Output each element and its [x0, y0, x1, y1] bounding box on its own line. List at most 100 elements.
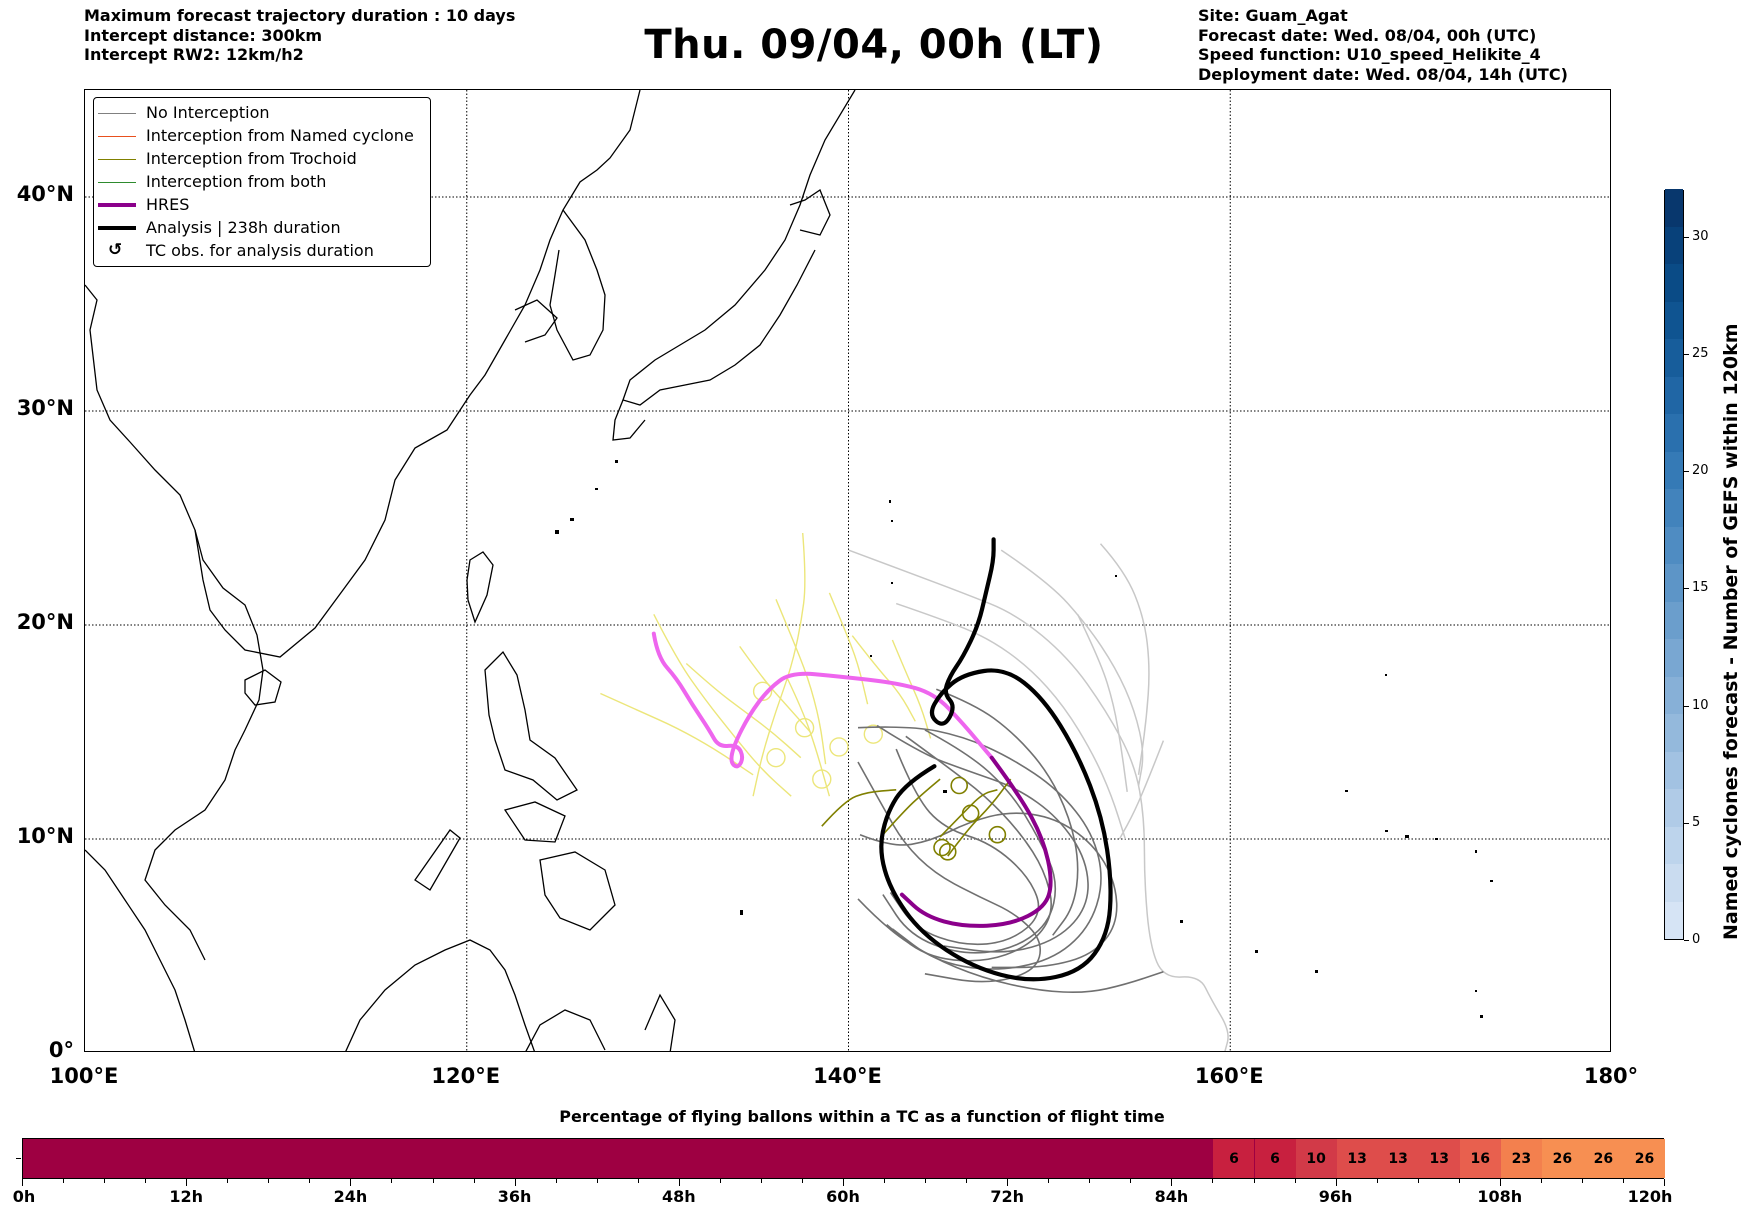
timeline-major-tick: [1664, 1179, 1665, 1186]
colorbar-segment: [1665, 488, 1683, 527]
colorbar-tick: [1684, 236, 1689, 238]
timeline-tick-label: 24h: [333, 1187, 368, 1206]
colorbar-tick-label: 25: [1692, 346, 1709, 362]
trajectory-line: [857, 726, 1102, 970]
timeline-major-tick: [678, 1179, 680, 1186]
trajectory-line: [752, 532, 806, 797]
lat-tick-label: 20°N: [16, 610, 74, 634]
header-right-info: Site: Guam_Agat Forecast date: Wed. 08/0…: [1198, 6, 1568, 84]
timeline-tick-label: 84h: [1154, 1187, 1189, 1206]
legend-item-named-cyclone: Interception from Named cyclone: [94, 125, 430, 148]
trajectory-line: [1118, 740, 1165, 840]
coast-sulawesi: [525, 1009, 606, 1051]
trajectory-line: [882, 729, 1057, 954]
island-bonin-2: [891, 520, 893, 522]
lon-tick-label: 140°E: [813, 1064, 882, 1088]
timeline-minor-tick: [637, 1179, 639, 1183]
colorbar-tick: [1684, 471, 1689, 473]
map-panel: [84, 89, 1611, 1052]
timeline-y-tick: [16, 1158, 21, 1159]
trajectory-line: [936, 688, 1079, 936]
tracks-no-interception-light: [848, 543, 1229, 1051]
trajectory-line: [876, 724, 1089, 953]
timeline-title: Percentage of flying ballons within a TC…: [559, 1107, 1165, 1126]
timeline-cell: 6: [1254, 1139, 1296, 1178]
trajectory-line: [600, 692, 754, 776]
legend-swatch: [98, 182, 136, 183]
trajectory-loop: [829, 737, 849, 757]
colorbar-tick: [1684, 940, 1689, 941]
hres-line: [899, 755, 1053, 928]
island-carolines-1: [1180, 920, 1183, 923]
timeline-cell: 6: [1213, 1139, 1255, 1178]
trajectory-loop: [812, 769, 832, 789]
colorbar-segment: [1665, 413, 1683, 452]
timeline-minor-tick: [1622, 1179, 1624, 1183]
timeline-minor-tick: [268, 1179, 270, 1183]
trajectory-line: [895, 602, 1127, 840]
timeline-major-tick: [843, 1179, 844, 1186]
legend-swatch: [98, 159, 136, 160]
colorbar-segment: [1665, 863, 1683, 902]
trajectory-line: [1000, 549, 1144, 786]
timeline-tick-label: 60h: [826, 1187, 860, 1206]
page-title: Thu. 09/04, 00h (LT): [644, 22, 1104, 68]
coast-malay: [85, 849, 196, 1051]
trajectory-line: [857, 898, 1164, 994]
colorbar-tick: [1684, 588, 1689, 590]
colorbar-segment: [1665, 713, 1683, 752]
timeline-minor-tick: [309, 1179, 311, 1183]
trajectory-loop: [938, 843, 957, 861]
timeline-minor-tick: [966, 1179, 968, 1183]
coast-japan: [622, 90, 856, 406]
colorbar-tick: [1684, 705, 1689, 707]
coast-kyushu: [612, 399, 646, 441]
trajectory-loop: [961, 804, 980, 823]
lat-tick-label: 30°N: [16, 396, 74, 420]
colorbar: [1664, 188, 1684, 940]
legend-swatch: [98, 136, 136, 137]
island-kiribati-1: [1475, 990, 1477, 992]
coast-mindanao: [539, 851, 616, 931]
timeline-minor-tick: [801, 1179, 803, 1183]
island-ryukyu-1: [615, 460, 618, 463]
coast-halmahera: [644, 993, 676, 1051]
lon-tick-label: 100°E: [49, 1064, 119, 1088]
island-marshall-3: [1405, 835, 1409, 838]
colorbar-segment: [1665, 788, 1683, 827]
legend-item-tc-obs: ↺ TC obs. for analysis duration: [94, 240, 430, 263]
timeline-bar: 6 6 10 13 13 13 16 23 26 26 26: [22, 1138, 1665, 1179]
timeline-cell: 26: [1582, 1139, 1624, 1178]
legend-swatch: [98, 226, 136, 230]
coast-mainland: [85, 90, 641, 658]
tracks-no-interception: [857, 688, 1164, 994]
graticule: [85, 90, 1610, 1051]
island-marianas-2: [870, 655, 872, 657]
timeline-minor-tick: [1458, 1179, 1460, 1183]
timeline-minor-tick: [145, 1179, 147, 1183]
timeline-minor-tick: [1294, 1179, 1296, 1183]
site-text: Site: Guam_Agat: [1198, 6, 1348, 25]
legend-label: TC obs. for analysis duration: [146, 241, 374, 260]
timeline-major-tick: [22, 1179, 23, 1186]
timeline-cell: 13: [1377, 1139, 1419, 1178]
island-wake: [1385, 674, 1387, 676]
timeline-tick-label: 12h: [169, 1187, 204, 1206]
colorbar-segment: [1665, 301, 1683, 339]
tracks-interception-trochoid: [821, 776, 1012, 861]
intercept-rw2-text: Intercept RW2: 12km/h2: [84, 45, 304, 64]
colorbar-tick-label: 10: [1692, 697, 1709, 713]
legend-item-analysis: Analysis | 238h duration: [94, 217, 430, 240]
island-carolines-2: [1255, 950, 1258, 953]
timeline-cell: 10: [1295, 1139, 1337, 1178]
colorbar-tick-label: 15: [1692, 580, 1709, 596]
header-left-info: Maximum forecast trajectory duration : 1…: [84, 6, 515, 65]
coast-hainan: [244, 669, 282, 706]
legend-label: No Interception: [146, 103, 270, 122]
track-hres: [651, 631, 1053, 928]
colorbar-segment: [1665, 751, 1683, 789]
trajectory-line: [775, 599, 827, 765]
island-palau: [740, 910, 743, 915]
timeline-minor-tick: [760, 1179, 762, 1183]
trajectory-loop: [988, 825, 1007, 844]
